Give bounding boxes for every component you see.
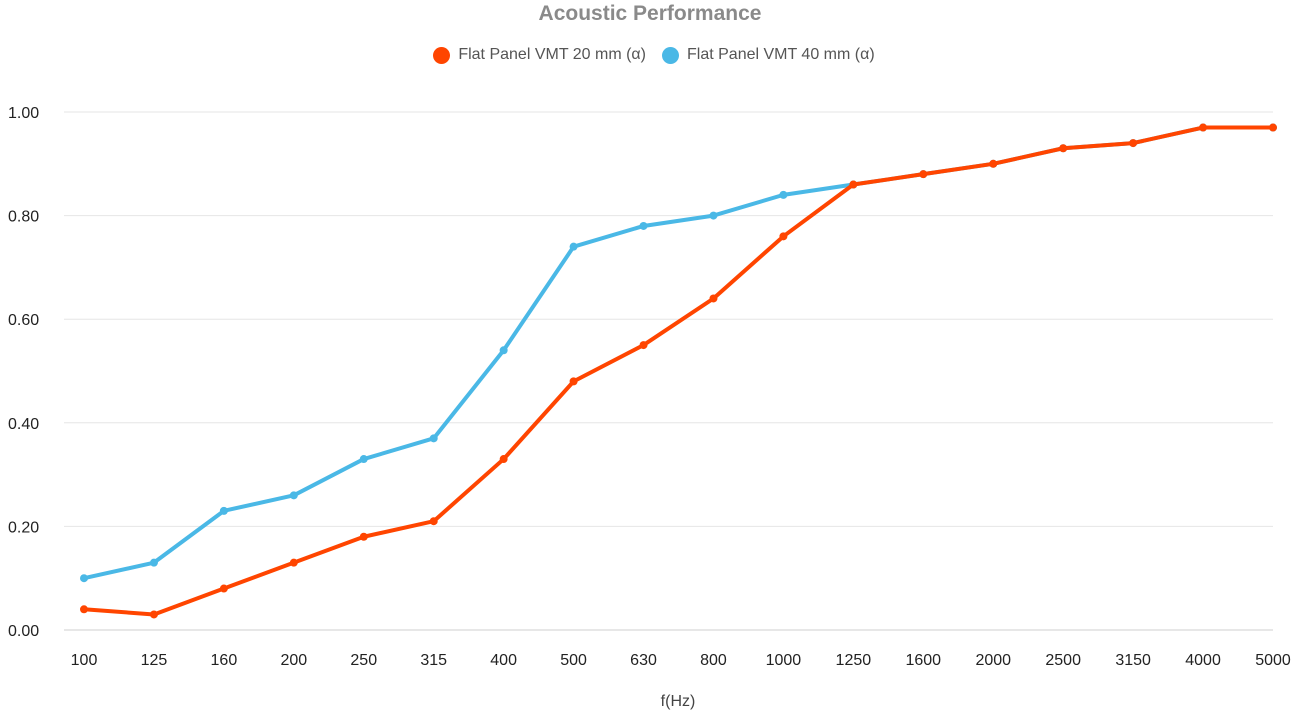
legend-item-40mm[interactable]: Flat Panel VMT 40 mm (α) xyxy=(662,46,875,64)
data-point[interactable] xyxy=(1269,123,1277,132)
data-point[interactable] xyxy=(429,434,438,443)
data-point[interactable] xyxy=(709,294,718,303)
series-line xyxy=(82,125,1275,581)
x-tick-label: 2000 xyxy=(975,652,1011,669)
data-point[interactable] xyxy=(429,517,438,526)
y-tick-label: 0.00 xyxy=(8,623,39,640)
y-tick-label: 1.00 xyxy=(8,105,39,122)
x-tick-label: 3150 xyxy=(1115,652,1151,669)
x-tick-label: 800 xyxy=(700,652,727,669)
data-point[interactable] xyxy=(499,455,508,464)
y-tick-label: 0.60 xyxy=(8,312,39,329)
data-point[interactable] xyxy=(499,346,508,355)
x-tick-label: 400 xyxy=(490,652,517,669)
data-point[interactable] xyxy=(149,610,158,619)
x-tick-label: 2500 xyxy=(1045,652,1081,669)
series-layer xyxy=(80,123,1277,619)
series-20mm xyxy=(80,123,1277,619)
data-point[interactable] xyxy=(779,232,788,241)
data-point[interactable] xyxy=(1059,144,1068,153)
x-tick-label: 1000 xyxy=(766,652,802,669)
y-tick-label: 0.20 xyxy=(8,519,39,536)
x-tick-label: 5000 xyxy=(1255,652,1291,669)
x-tick-label: 1600 xyxy=(905,652,941,669)
x-tick-label: 125 xyxy=(141,652,168,669)
data-point[interactable] xyxy=(359,455,368,464)
data-point[interactable] xyxy=(709,211,718,220)
data-point[interactable] xyxy=(569,377,578,386)
data-point[interactable] xyxy=(149,558,158,567)
data-point[interactable] xyxy=(639,221,648,230)
data-point[interactable] xyxy=(779,190,788,199)
data-point[interactable] xyxy=(989,159,998,168)
data-point[interactable] xyxy=(289,491,298,500)
x-tick-label: 500 xyxy=(560,652,587,669)
data-point[interactable] xyxy=(219,506,228,515)
chart-title: Acoustic Performance xyxy=(538,2,762,25)
legend-label-40mm: Flat Panel VMT 40 mm (α) xyxy=(687,46,875,63)
grid-layer xyxy=(64,111,1273,631)
x-axis-title: f(Hz) xyxy=(661,693,696,710)
x-tick-label: 250 xyxy=(350,652,377,669)
data-point[interactable] xyxy=(359,532,368,541)
legend-item-20mm[interactable]: Flat Panel VMT 20 mm (α) xyxy=(433,46,646,64)
data-point[interactable] xyxy=(569,242,578,251)
legend: Flat Panel VMT 20 mm (α) Flat Panel VMT … xyxy=(0,46,1300,64)
series-40mm xyxy=(80,123,1277,583)
x-tick-label: 160 xyxy=(211,652,238,669)
y-tick-label: 0.80 xyxy=(8,209,39,226)
x-tick-label: 200 xyxy=(280,652,307,669)
data-point[interactable] xyxy=(80,574,88,583)
data-point[interactable] xyxy=(639,341,648,350)
legend-swatch-20mm xyxy=(433,46,451,64)
x-tick-label: 315 xyxy=(420,652,447,669)
axis-labels: 0.00 0.20 0.40 0.60 0.80 1.00 100 125 160 200 250 3… xyxy=(8,105,1291,669)
data-point[interactable] xyxy=(219,584,228,593)
x-tick-label: 100 xyxy=(71,652,98,669)
x-tick-label: 630 xyxy=(630,652,657,669)
x-tick-label: 4000 xyxy=(1185,652,1221,669)
x-tick-label: 1250 xyxy=(836,652,872,669)
data-point[interactable] xyxy=(919,170,928,179)
y-tick-label: 0.40 xyxy=(8,416,39,433)
series-line xyxy=(82,125,1275,617)
data-point[interactable] xyxy=(289,558,298,567)
data-point[interactable] xyxy=(80,605,88,614)
legend-swatch-40mm xyxy=(662,46,679,64)
data-point[interactable] xyxy=(849,180,858,189)
data-point[interactable] xyxy=(1199,123,1208,132)
legend-label-20mm: Flat Panel VMT 20 mm (α) xyxy=(458,46,646,63)
data-point[interactable] xyxy=(1129,139,1138,148)
